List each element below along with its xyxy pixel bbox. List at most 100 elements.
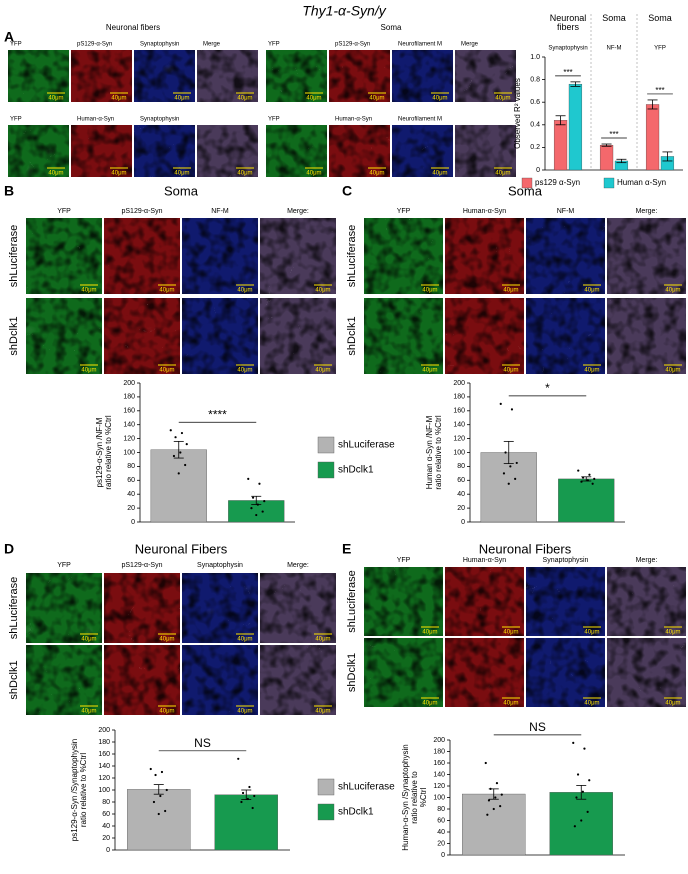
group-title: Soma <box>648 14 672 23</box>
column-label: Synaptophysin <box>140 42 179 48</box>
group-title: Soma <box>381 23 402 32</box>
legend-label: Human α-Syn <box>617 178 666 187</box>
y-axis-label: Human α-Syn /NF-M <box>425 415 434 489</box>
scale-bar-label: 40μm <box>81 368 96 374</box>
y-tick-label: 80 <box>457 463 465 470</box>
micrograph-cells <box>455 50 516 102</box>
micrograph-cells <box>104 218 180 294</box>
y-tick-label: 120 <box>123 435 135 442</box>
data-point <box>509 465 512 468</box>
y-tick-label: 40 <box>457 491 465 498</box>
group-title-box: Soma <box>602 14 626 23</box>
column-label: NF-M <box>211 208 229 215</box>
y-tick-label: 200 <box>453 380 465 387</box>
scale-bar-label: 40μm <box>174 171 189 177</box>
scale-bar-label: 40μm <box>584 630 599 636</box>
micrograph-cells <box>266 50 327 102</box>
y-tick-label: 100 <box>123 449 135 456</box>
data-point <box>504 451 507 454</box>
column-label: YFP <box>397 208 411 215</box>
data-point <box>507 482 510 485</box>
scale-bar-label: 40μm <box>237 96 252 102</box>
scale-bar-label: 40μm <box>503 288 518 294</box>
y-tick-label: 40 <box>102 823 110 830</box>
data-point <box>263 500 266 503</box>
micrograph-cells <box>134 125 195 177</box>
column-label: Merge: <box>636 557 658 564</box>
y-tick-label: 0 <box>441 852 445 859</box>
micrograph-cells <box>329 125 390 177</box>
y-axis-label: ps129-α-Syn /NF-M <box>95 417 104 487</box>
y-tick-label: 80 <box>127 463 135 470</box>
y-tick-label: 0 <box>106 847 110 854</box>
data-point <box>169 429 172 432</box>
y-tick-label: 160 <box>123 408 135 415</box>
micrograph-cells <box>526 638 605 707</box>
bar <box>214 794 278 851</box>
micrograph-cells <box>260 298 336 374</box>
micrograph-cells <box>364 298 443 374</box>
column-label: Neurofilament M <box>398 42 442 48</box>
panel-letter: B <box>4 183 14 199</box>
column-label: Merge <box>461 42 479 48</box>
micrograph-cells <box>71 50 132 102</box>
y-tick-label: 140 <box>98 763 110 770</box>
data-point <box>255 513 258 517</box>
column-label: YFP <box>10 42 22 48</box>
scale-bar-label: 40μm <box>503 368 518 374</box>
scale-bar-label: 40μm <box>159 368 174 374</box>
micrograph-cells <box>26 573 102 643</box>
y-tick-label: 80 <box>102 799 110 806</box>
data-point <box>586 810 589 813</box>
column-label: Human-α-Syn <box>335 117 372 123</box>
data-point <box>251 496 255 499</box>
column-label: Synaptophysin <box>140 117 179 123</box>
y-tick-label: 200 <box>433 737 445 744</box>
micrograph-cells <box>526 567 605 636</box>
panel-title: Neuronal Fibers <box>135 541 228 556</box>
y-tick-label: 140 <box>123 422 135 429</box>
micrograph-cells <box>8 125 69 177</box>
micrograph-cells <box>445 298 524 374</box>
scale-bar-label: 40μm <box>432 171 447 177</box>
micrograph-cells <box>104 573 180 643</box>
group-title-box: Neuronal fibers <box>550 14 587 32</box>
legend-swatch <box>521 177 533 189</box>
legend-swatch <box>317 461 335 479</box>
scale-bar-label: 40μm <box>81 709 96 715</box>
scale-bar-label: 40μm <box>306 171 321 177</box>
y-tick-label: 100 <box>98 787 110 794</box>
legend-swatch <box>603 177 615 189</box>
column-label: Human-α-Syn <box>77 117 114 123</box>
micrograph-cells <box>329 50 390 102</box>
y-tick-label: 160 <box>433 760 445 767</box>
y-tick-label: 20 <box>437 840 445 847</box>
data-point <box>583 747 586 750</box>
scale-bar-label: 40μm <box>665 288 680 294</box>
scale-bar-label: 40μm <box>432 96 447 102</box>
data-point <box>591 482 594 485</box>
micrograph-cells <box>182 573 258 643</box>
y-axis-label: Observed R² values <box>513 78 522 149</box>
legend-label: shDclk1 <box>338 807 374 818</box>
column-label: Human-α-Syn <box>463 208 506 215</box>
data-point <box>515 461 518 465</box>
data-point <box>499 402 502 405</box>
data-point <box>581 476 585 479</box>
figure-title: Thy1-α-Syn/y <box>302 3 386 19</box>
scale-bar-label: 40μm <box>237 368 252 374</box>
scale-bar-label: 40μm <box>665 630 680 636</box>
scale-bar-label: 40μm <box>159 637 174 643</box>
scale-bar-label: 40μm <box>111 171 126 177</box>
significance-label: **** <box>208 407 227 421</box>
data-point <box>586 479 589 482</box>
micrograph-cells <box>26 645 102 715</box>
bar <box>558 478 615 523</box>
bar <box>553 120 568 171</box>
scale-bar-label: 40μm <box>237 288 252 294</box>
scale-bar-label: 40μm <box>422 701 437 707</box>
micrograph-cells <box>197 125 258 177</box>
data-point <box>157 812 160 816</box>
column-label: NF-M <box>557 208 575 215</box>
